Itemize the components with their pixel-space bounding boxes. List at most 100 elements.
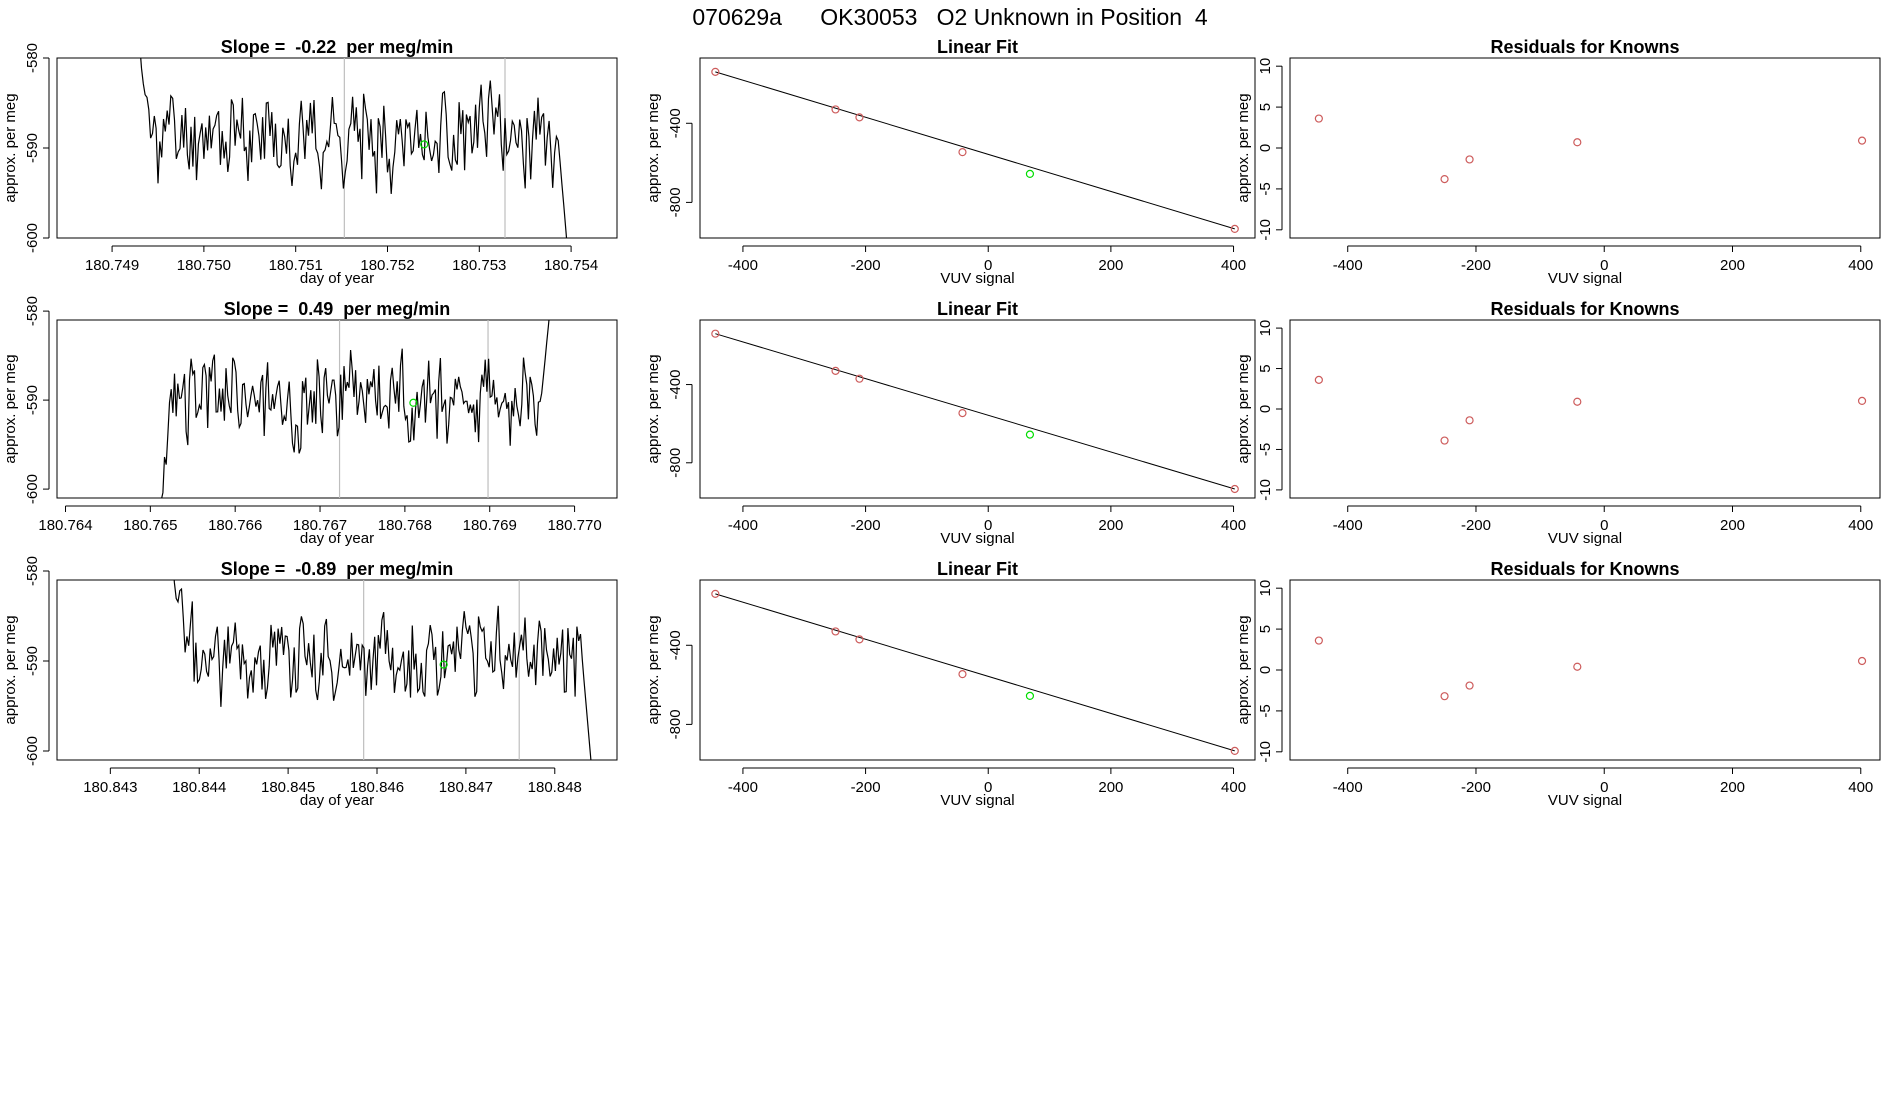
x-tick-label: 180.749	[85, 257, 139, 274]
y-axis-title: approx. per meg	[645, 615, 662, 724]
x-tick-label: 180.751	[269, 257, 323, 274]
unknown-point	[1025, 691, 1035, 701]
plot-frame	[56, 57, 618, 239]
x-tick-label: 200	[1720, 257, 1745, 274]
known-point	[711, 589, 720, 598]
x-tick-label: -400	[728, 257, 758, 274]
y-tick-label: -600	[24, 223, 41, 253]
panel-title: Residuals for Knowns	[1490, 37, 1679, 57]
known-point	[1230, 484, 1239, 494]
x-tick-label: -200	[851, 779, 881, 796]
panel-title: Slope = -0.89 per meg/min	[221, 559, 454, 579]
x-tick-label: 400	[1848, 257, 1873, 274]
y-tick-label: -580	[24, 43, 41, 73]
x-axis-title: day of year	[300, 792, 374, 809]
x-tick-label: 180.767	[293, 517, 347, 534]
known-point	[958, 409, 967, 418]
panel-timeseries-row2: Slope = 0.49 per meg/min 180.764 180.765 18…	[2, 296, 618, 547]
panels-grid: Slope = -0.22 per meg/min 180.749 180.750 1…	[2, 37, 1881, 809]
known-point	[1230, 746, 1239, 756]
x-tick-label: -400	[728, 517, 758, 534]
plot-data	[1314, 636, 1867, 701]
y-tick-label: -400	[667, 630, 684, 660]
unknown-point	[1025, 169, 1035, 179]
x-tick-label: -200	[1461, 517, 1491, 534]
y-tick-label: 5	[1257, 364, 1274, 372]
known-point	[855, 113, 864, 122]
fit-line	[715, 71, 1235, 230]
x-tick-label: -400	[1333, 779, 1363, 796]
panel-title: Linear Fit	[937, 559, 1018, 579]
residual-point	[1573, 397, 1582, 406]
x-tick-label: 180.769	[463, 517, 517, 534]
x-tick-label: -200	[851, 517, 881, 534]
x-tick-label: 0	[984, 517, 992, 534]
plot-frame	[699, 319, 1256, 499]
x-tick-label: 400	[1848, 779, 1873, 796]
y-axis-title: approx. per meg	[645, 354, 662, 463]
x-tick-label: 200	[1098, 517, 1123, 534]
x-tick-label: 180.766	[208, 517, 262, 534]
x-tick-label: 200	[1720, 779, 1745, 796]
y-tick-label: -5	[1257, 443, 1274, 456]
x-tick-label: 180.846	[350, 779, 404, 796]
panel-timeseries-row3: Slope = -0.89 per meg/min 180.843 180.844 1…	[2, 556, 618, 809]
y-tick-label: -800	[667, 187, 684, 217]
panel-residuals-row2: Residuals for Knowns -400 -200 0 200 400 VUV s…	[1235, 299, 1881, 547]
panel-title: Slope = -0.22 per meg/min	[221, 37, 454, 57]
y-tick-label: -400	[667, 108, 684, 138]
residual-point	[1314, 375, 1323, 384]
known-point	[831, 366, 840, 375]
known-point	[831, 627, 840, 636]
residual-point	[1440, 174, 1449, 184]
plot-frame	[1289, 57, 1881, 239]
x-tick-label: 0	[1600, 257, 1608, 274]
y-axis-title: approx. per meg	[2, 615, 19, 724]
plot-data	[1314, 114, 1867, 184]
x-axis-title: day of year	[300, 270, 374, 287]
x-tick-label: 180.754	[544, 257, 598, 274]
x-axis-title: VUV signal	[1548, 270, 1622, 287]
x-tick-label: 200	[1720, 517, 1745, 534]
fit-line	[715, 593, 1235, 752]
residual-point	[1573, 662, 1582, 671]
x-tick-label: 200	[1098, 779, 1123, 796]
fit-line	[715, 333, 1235, 490]
data-trace	[173, 580, 592, 760]
known-point	[855, 374, 864, 383]
y-tick-label: 0	[1257, 144, 1274, 152]
y-tick-label: -10	[1257, 741, 1274, 763]
x-tick-label: 400	[1221, 779, 1246, 796]
panel-title: Residuals for Knowns	[1490, 559, 1679, 579]
known-point	[855, 635, 864, 644]
plot-frame	[699, 57, 1256, 239]
panel-residuals-row1: Residuals for Knowns -400 -200 0 200 400 VUV s…	[1235, 37, 1881, 287]
x-tick-label: 180.770	[547, 517, 601, 534]
unknown-point	[420, 140, 429, 149]
x-tick-label: 180.750	[177, 257, 231, 274]
y-tick-label: -400	[667, 370, 684, 400]
x-tick-label: -200	[1461, 779, 1491, 796]
x-tick-label: 180.847	[439, 779, 493, 796]
panel-residuals-row3: Residuals for Knowns -400 -200 0 200 400 VUV s…	[1235, 559, 1881, 809]
x-tick-label: 400	[1221, 517, 1246, 534]
residual-point	[1465, 155, 1474, 164]
plot-data	[161, 320, 550, 498]
plot-data	[173, 580, 592, 760]
x-tick-label: -400	[728, 779, 758, 796]
residual-point	[1857, 136, 1867, 145]
residual-point	[1573, 138, 1582, 147]
y-tick-label: 10	[1257, 580, 1274, 597]
y-tick-label: -580	[24, 556, 41, 586]
known-point	[958, 670, 967, 679]
x-tick-label: 0	[1600, 517, 1608, 534]
residual-point	[1440, 436, 1449, 445]
residual-point	[1857, 396, 1867, 406]
x-axis-title: VUV signal	[1548, 792, 1622, 809]
y-tick-label: 10	[1257, 320, 1274, 337]
known-point	[958, 148, 967, 157]
y-tick-label: -600	[24, 736, 41, 766]
x-tick-label: 180.843	[83, 779, 137, 796]
panel-title: Residuals for Knowns	[1490, 299, 1679, 319]
